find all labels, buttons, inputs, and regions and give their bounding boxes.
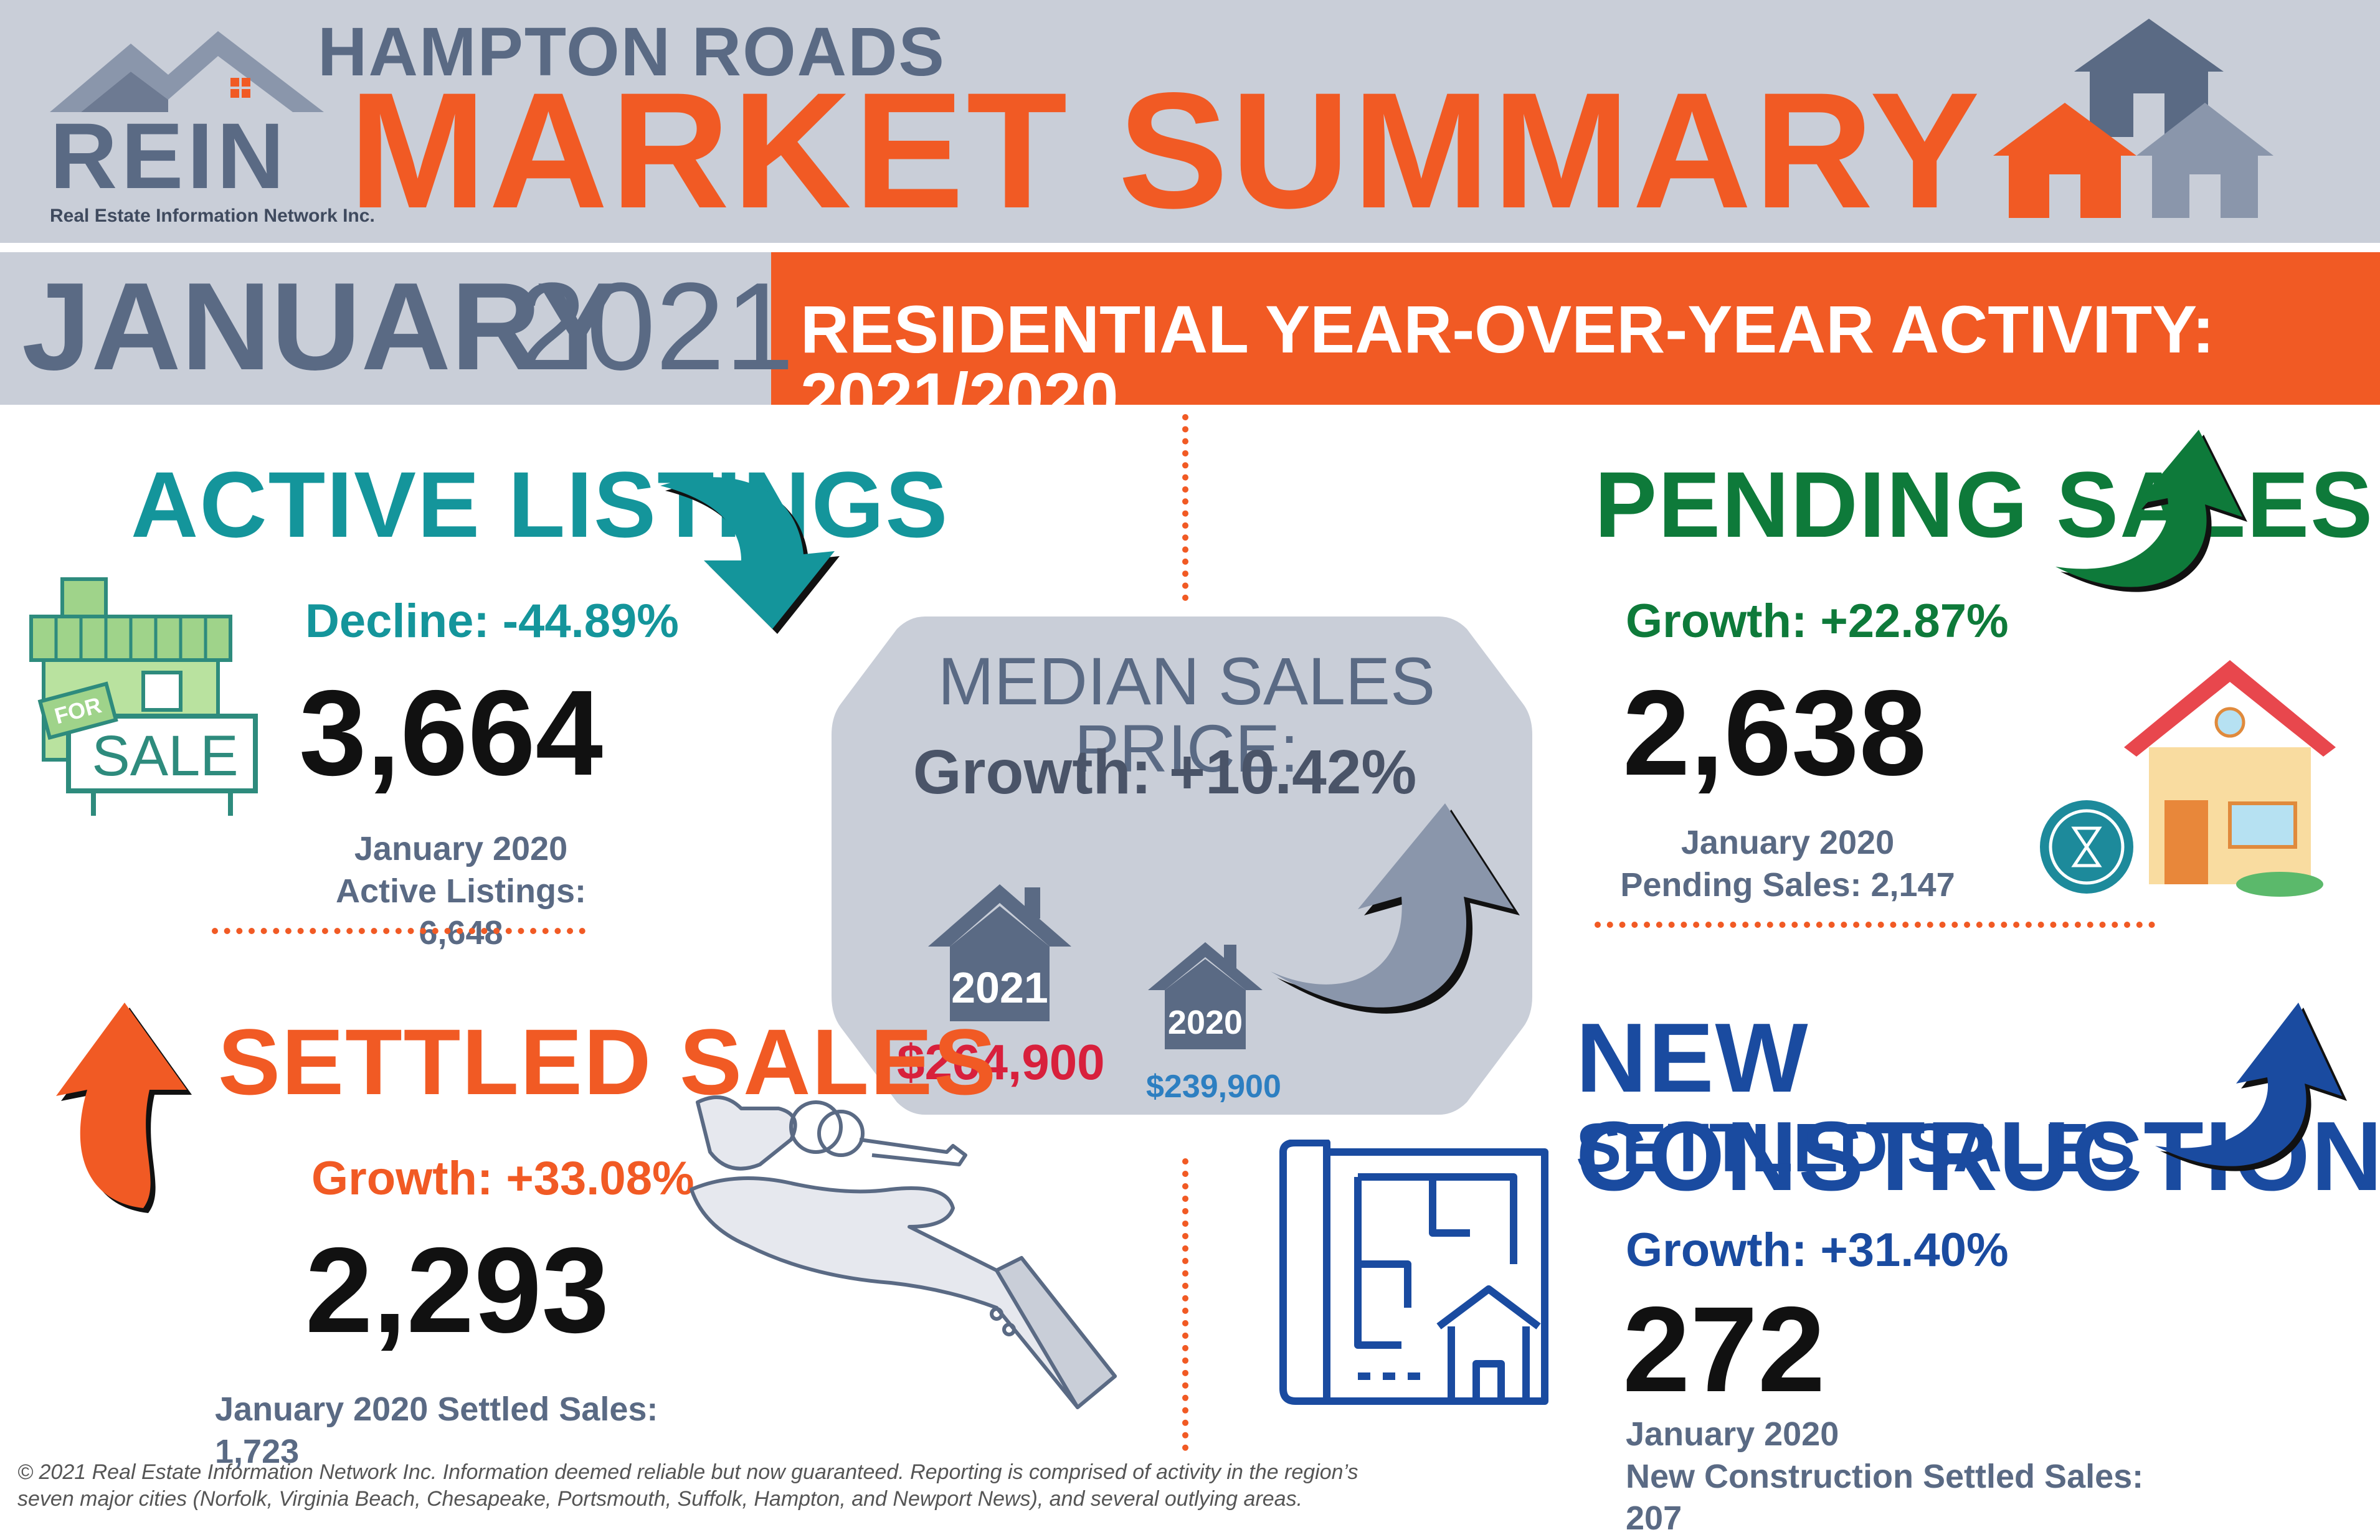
settled-sales-change: Growth: +33.08% bbox=[311, 1152, 695, 1205]
logo-text: REIN bbox=[50, 103, 288, 208]
new-construction-prev-line1: January 2020 bbox=[1626, 1415, 1839, 1453]
pending-sales-prev-line2: Pending Sales: 2,147 bbox=[1620, 866, 1955, 904]
settled-sales-prev: January 2020 Settled Sales: 1,723 bbox=[215, 1391, 658, 1470]
new-construction-subtitle: SETTLED SALES bbox=[1576, 1110, 2136, 1186]
growth-arrow-blue-icon bbox=[2155, 1003, 2347, 1171]
active-listings-prev: January 2020 Active Listings: 6,648 bbox=[293, 828, 629, 955]
header-band bbox=[0, 0, 2380, 243]
pending-sales-prev: January 2020 Pending Sales: 2,147 bbox=[1619, 822, 1956, 906]
report-month: JANUARY bbox=[22, 257, 620, 396]
rein-logo-roof-icon bbox=[50, 31, 324, 112]
growth-arrow-orange-icon bbox=[56, 1003, 192, 1213]
new-construction-value: 272 bbox=[1623, 1282, 1826, 1417]
median-price-2021: $264,900 bbox=[897, 1034, 1105, 1090]
report-year: 2021 bbox=[517, 257, 794, 396]
hand-with-keys-icon bbox=[690, 1095, 1117, 1409]
section-divider bbox=[212, 928, 586, 934]
footer-line1: © 2021 Real Estate Information Network I… bbox=[17, 1460, 1358, 1484]
median-price-title: MEDIAN SALES PRICE: bbox=[937, 643, 1436, 786]
settled-sales-value: 2,293 bbox=[305, 1222, 609, 1358]
houses-icon bbox=[1993, 19, 2273, 218]
new-construction-change: Growth: +31.40% bbox=[1626, 1224, 2009, 1277]
brand-top-title: HAMPTON ROADS bbox=[318, 14, 946, 90]
new-construction-prev: January 2020 New Construction Settled Sa… bbox=[1626, 1414, 2186, 1540]
growth-arrow-green-icon bbox=[2055, 430, 2247, 592]
banner-band bbox=[771, 252, 2380, 405]
decline-arrow-icon bbox=[660, 477, 840, 634]
active-listings-title: ACTIVE LISTINGS bbox=[131, 452, 949, 557]
active-listings-value: 3,664 bbox=[299, 665, 603, 801]
center-divider-bottom bbox=[1182, 1158, 1188, 1451]
growth-arrow-gray-icon bbox=[1271, 803, 1520, 1014]
label-2020: 2020 bbox=[1168, 1004, 1243, 1041]
house-2021-icon: 2021 bbox=[928, 884, 1071, 1021]
brand-main-title: MARKET SUMMARY bbox=[349, 59, 1983, 243]
section-divider bbox=[1595, 922, 2155, 928]
pending-sales-value: 2,638 bbox=[1623, 665, 1927, 801]
median-price-2020: $239,900 bbox=[1146, 1069, 1281, 1105]
label-2021: 2021 bbox=[951, 963, 1048, 1012]
footer-line2: seven major cities (Norfolk, Virginia Be… bbox=[17, 1486, 1303, 1511]
new-construction-prev-line2: New Construction Settled Sales: 207 bbox=[1626, 1457, 2144, 1538]
footer-disclaimer: © 2021 Real Estate Information Network I… bbox=[17, 1459, 1450, 1512]
yoy-banner: RESIDENTIAL YEAR-OVER-YEAR ACTIVITY: 202… bbox=[800, 291, 2215, 434]
for-sale-house-icon: FOR SALE bbox=[29, 577, 258, 816]
settled-sales-title: SETTLED SALES bbox=[218, 1009, 998, 1114]
pending-sales-title: PENDING SALES bbox=[1595, 452, 2374, 557]
center-divider-top bbox=[1182, 414, 1188, 601]
pending-house-icon bbox=[2040, 660, 2336, 897]
house-2020-icon: 2020 bbox=[1148, 942, 1263, 1049]
active-listings-change: Decline: -44.89% bbox=[305, 595, 679, 648]
new-construction-title: NEW CONSTRUCTION bbox=[1576, 1003, 2380, 1211]
pending-sales-prev-line1: January 2020 bbox=[1681, 824, 1895, 861]
active-listings-prev-line2: Active Listings: 6,648 bbox=[335, 872, 587, 952]
median-price-change: Growth: +10.42% bbox=[913, 737, 1417, 807]
pending-sales-change: Growth: +22.87% bbox=[1626, 595, 2009, 648]
active-listings-prev-line1: January 2020 bbox=[354, 830, 568, 867]
logo-subtitle: Real Estate Information Network Inc. bbox=[50, 205, 375, 226]
sign-sale-text: SALE bbox=[92, 724, 238, 788]
blueprint-icon bbox=[1279, 1140, 1548, 1405]
